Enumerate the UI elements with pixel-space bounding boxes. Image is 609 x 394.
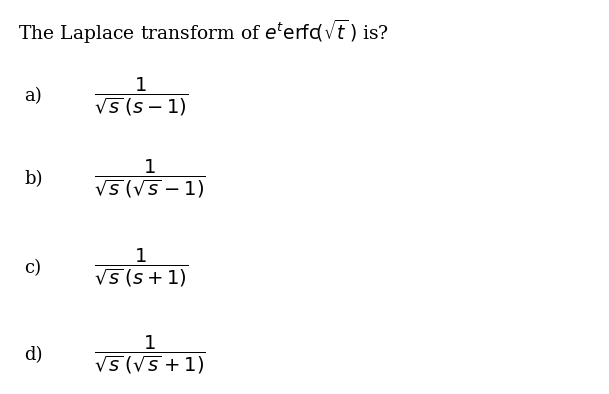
Text: $\dfrac{1}{\sqrt{s}\,\left(\sqrt{s}-1\right)}$: $\dfrac{1}{\sqrt{s}\,\left(\sqrt{s}-1\ri… <box>94 158 206 201</box>
Text: d): d) <box>24 346 43 364</box>
Text: c): c) <box>24 259 41 277</box>
Text: a): a) <box>24 87 42 106</box>
Text: $\dfrac{1}{\sqrt{s}\,(s+1)}$: $\dfrac{1}{\sqrt{s}\,(s+1)}$ <box>94 247 189 289</box>
Text: $\dfrac{1}{\sqrt{s}\,(s-1)}$: $\dfrac{1}{\sqrt{s}\,(s-1)}$ <box>94 75 189 118</box>
Text: The Laplace transform of $e^{t}\mathrm{erfc}\!\left(\sqrt{t}\,\right)$ is?: The Laplace transform of $e^{t}\mathrm{e… <box>18 18 389 46</box>
Text: $\dfrac{1}{\sqrt{s}\,\left(\sqrt{s}+1\right)}$: $\dfrac{1}{\sqrt{s}\,\left(\sqrt{s}+1\ri… <box>94 333 206 376</box>
Text: b): b) <box>24 170 43 188</box>
